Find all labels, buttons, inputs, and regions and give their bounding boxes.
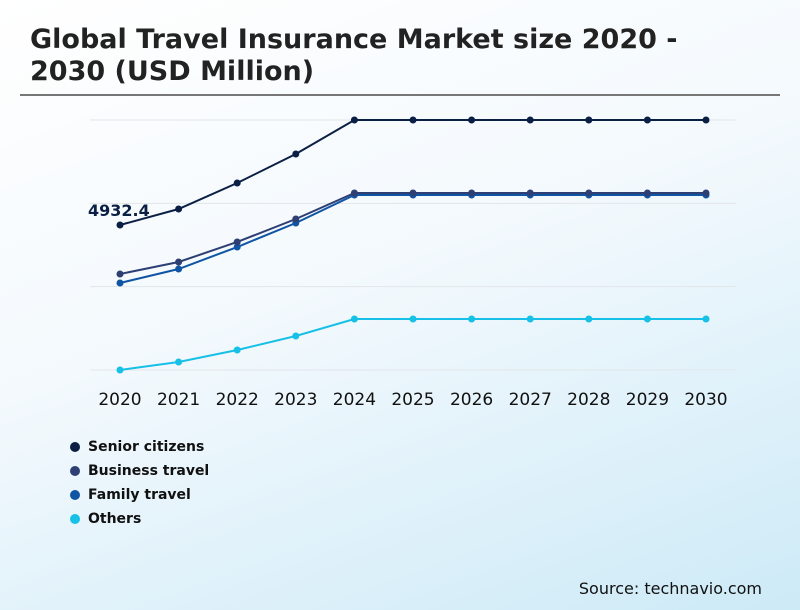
data-point bbox=[292, 150, 300, 158]
x-tick-label: 2026 bbox=[450, 390, 493, 410]
x-tick-label: 2030 bbox=[684, 390, 727, 410]
data-point bbox=[175, 205, 183, 213]
data-point bbox=[702, 315, 710, 323]
legend-label: Family travel bbox=[88, 487, 191, 503]
x-tick-label: 2024 bbox=[333, 390, 376, 410]
series-line bbox=[119, 193, 706, 284]
data-point bbox=[175, 358, 183, 366]
legend-dot-icon bbox=[70, 490, 80, 500]
series-line bbox=[119, 318, 706, 371]
legend-label: Business travel bbox=[88, 463, 210, 479]
x-tick-label: 2029 bbox=[626, 390, 669, 410]
data-point bbox=[643, 315, 651, 323]
x-tick-label: 2028 bbox=[567, 390, 610, 410]
data-point bbox=[116, 221, 124, 229]
data-point bbox=[292, 215, 300, 223]
data-point bbox=[526, 116, 534, 124]
data-point bbox=[409, 315, 417, 323]
legend-label: Others bbox=[88, 511, 142, 527]
data-point bbox=[116, 270, 124, 278]
data-point bbox=[526, 315, 534, 323]
data-point bbox=[702, 189, 710, 197]
legend-item: Business travel bbox=[70, 459, 209, 483]
data-point bbox=[468, 189, 476, 197]
legend-item: Family travel bbox=[70, 483, 209, 507]
x-tick-label: 2025 bbox=[391, 390, 434, 410]
data-point bbox=[233, 238, 241, 246]
data-point bbox=[116, 366, 124, 374]
x-tick-label: 2022 bbox=[216, 390, 259, 410]
data-point bbox=[409, 189, 417, 197]
data-point bbox=[585, 315, 593, 323]
data-point bbox=[350, 315, 358, 323]
legend-dot-icon bbox=[70, 466, 80, 476]
data-point bbox=[175, 265, 183, 273]
data-point bbox=[643, 189, 651, 197]
data-point bbox=[233, 179, 241, 187]
legend-item: Senior citizens bbox=[70, 435, 209, 459]
series-line bbox=[119, 119, 706, 226]
data-point bbox=[585, 116, 593, 124]
data-point bbox=[350, 189, 358, 197]
x-tick-label: 2020 bbox=[98, 390, 141, 410]
legend-item: Others bbox=[70, 507, 209, 531]
legend-dot-icon bbox=[70, 514, 80, 524]
x-tick-label: 2023 bbox=[274, 390, 317, 410]
data-point bbox=[526, 189, 534, 197]
data-point bbox=[233, 346, 241, 354]
x-tick-label: 2021 bbox=[157, 390, 200, 410]
data-point bbox=[702, 116, 710, 124]
data-point bbox=[468, 116, 476, 124]
legend-label: Senior citizens bbox=[88, 439, 205, 455]
data-point bbox=[409, 116, 417, 124]
data-point bbox=[585, 189, 593, 197]
data-point bbox=[350, 116, 358, 124]
series-line bbox=[119, 191, 706, 275]
x-tick-label: 2027 bbox=[509, 390, 552, 410]
legend-dot-icon bbox=[70, 442, 80, 452]
data-point bbox=[468, 315, 476, 323]
data-label: 4932.4 bbox=[88, 201, 150, 220]
source-text: Source: technavio.com bbox=[578, 579, 762, 598]
data-point bbox=[175, 258, 183, 266]
data-point bbox=[643, 116, 651, 124]
data-point bbox=[233, 243, 241, 251]
data-point bbox=[292, 332, 300, 340]
legend: Senior citizens Business travel Family tra… bbox=[70, 435, 209, 531]
title-divider bbox=[20, 94, 780, 96]
data-point bbox=[116, 279, 124, 287]
chart-title: Global Travel Insurance Market size 2020… bbox=[30, 24, 678, 87]
